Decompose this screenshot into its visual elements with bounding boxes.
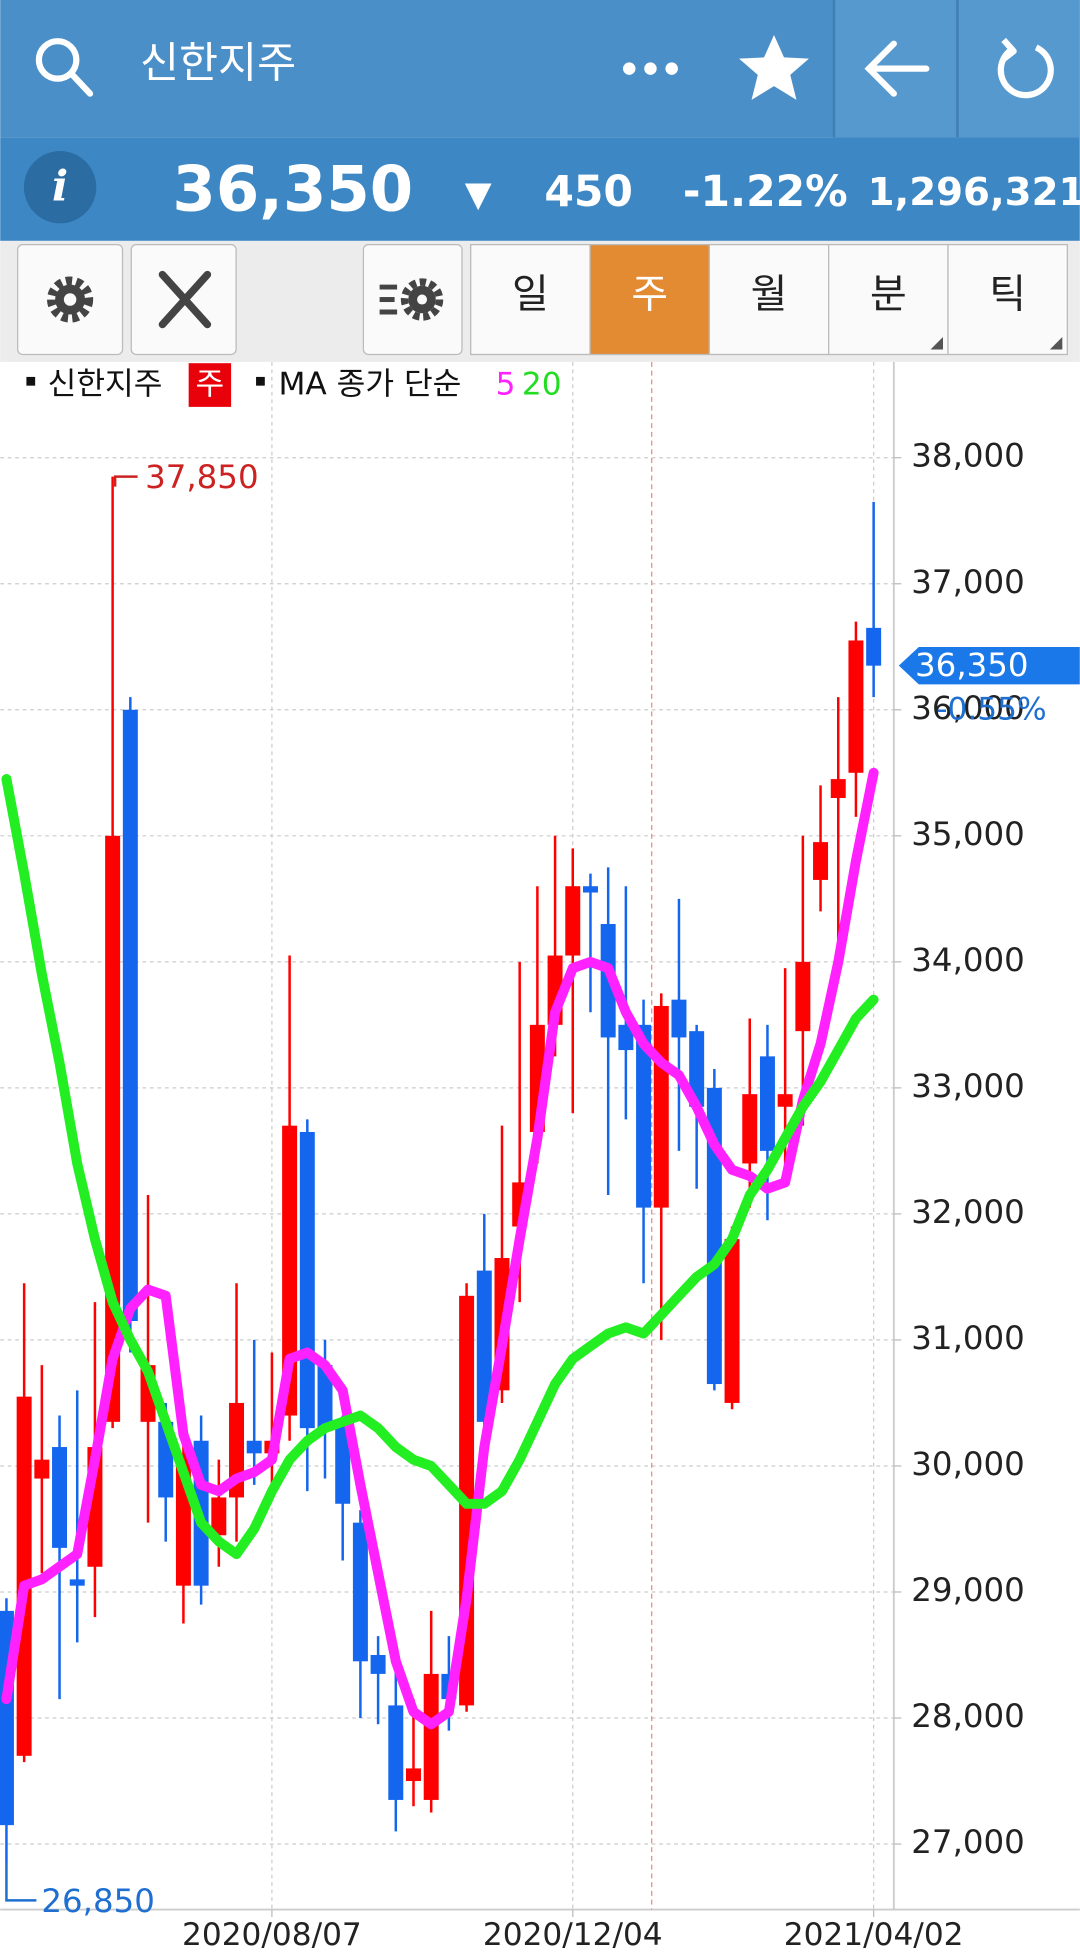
x-tick-label: 2020/12/04 (483, 1917, 663, 1953)
candle-body (866, 627, 882, 666)
y-tick-label: 31,000 (911, 1319, 1025, 1357)
candle-body (759, 1056, 775, 1151)
quote-bar (0, 137, 1080, 241)
y-tick-label: 36,000 (911, 689, 1025, 727)
y-tick-label: 29,000 (911, 1571, 1025, 1609)
candle-body (706, 1087, 722, 1385)
more-button[interactable] (622, 62, 678, 75)
ma-line (1, 774, 879, 1560)
settings-button[interactable] (17, 244, 124, 356)
indicator-button[interactable] (362, 244, 463, 356)
candle-body (52, 1447, 68, 1548)
tab-corner (930, 336, 944, 350)
search-button[interactable] (35, 38, 94, 97)
period-tab-label: 틱 (989, 272, 1026, 318)
candle-body (582, 886, 598, 893)
candle-body (282, 1125, 298, 1416)
last-price-tag (898, 646, 1080, 685)
candle-body (335, 1421, 351, 1504)
y-tick-label: 35,000 (911, 815, 1025, 853)
info-button[interactable] (23, 151, 97, 224)
min-marker (5, 1862, 37, 1902)
max-marker (113, 475, 138, 487)
candle-body (352, 1522, 368, 1662)
candle-body (122, 709, 138, 1322)
y-tick-label: 33,000 (911, 1067, 1025, 1105)
ma-line (1, 767, 879, 1730)
stock-title: 신한지주 (140, 40, 296, 89)
change: 450 (544, 168, 633, 217)
candle-body (16, 1396, 32, 1756)
price: 36,350 (172, 153, 413, 226)
candle-body (653, 1005, 669, 1208)
candle-body (476, 1270, 492, 1422)
period-tab[interactable] (708, 244, 830, 356)
period-tab-label: 월 (751, 272, 788, 318)
candle-body (795, 961, 811, 1032)
x-tick-label: 2020/08/07 (182, 1917, 362, 1953)
chart-area (0, 361, 1080, 1957)
candle-body (813, 842, 829, 880)
change-rate: -1.22% (683, 168, 848, 217)
tab-corner (1049, 336, 1063, 350)
period-tab[interactable] (589, 244, 710, 356)
candle-body (724, 1239, 740, 1403)
last-price-label: 36,350 (915, 646, 1029, 684)
candle-body (388, 1705, 404, 1800)
period-tab-label: 주 (631, 272, 668, 318)
legend-ma5: 5 (496, 367, 516, 403)
refresh-button[interactable] (997, 37, 1054, 99)
candle-body (565, 886, 581, 956)
candle-body (211, 1497, 227, 1536)
x-tick-label: 2021/04/02 (784, 1917, 964, 1953)
candle-body (689, 1031, 705, 1107)
candle-body (34, 1459, 50, 1479)
period-tab[interactable] (947, 244, 1068, 356)
candle-body (742, 1094, 758, 1164)
period-tab[interactable] (470, 244, 591, 356)
svg-text:i: i (52, 162, 68, 212)
y-tick-label: 38,000 (911, 437, 1025, 475)
period-tab-label: 일 (512, 272, 549, 318)
candle-body (69, 1579, 85, 1586)
period-tab[interactable] (828, 244, 949, 356)
y-tick-label: 37,000 (911, 563, 1025, 601)
y-tick-label: 30,000 (911, 1445, 1025, 1483)
legend-name: 신한지주 (48, 367, 163, 403)
candle-body (636, 1024, 652, 1208)
legend-ma20: 20 (522, 367, 562, 403)
period-tab-label: 분 (870, 272, 907, 318)
back-button[interactable] (864, 40, 930, 97)
candle-body (848, 640, 864, 773)
direction: ▼ (465, 175, 492, 215)
candle-body (317, 1365, 333, 1429)
candle-body (671, 999, 687, 1038)
legend-ma: MA 종가 단순 (279, 367, 462, 403)
candle-body (830, 779, 846, 799)
y-tick-label: 27,000 (911, 1823, 1025, 1861)
min-label: 26,850 (41, 1882, 155, 1920)
candle-body (370, 1654, 386, 1674)
legend-period: 주 (196, 367, 225, 403)
candle-body (423, 1673, 439, 1800)
candle-body (406, 1768, 421, 1782)
candle-body (299, 1131, 315, 1429)
y-tick-label: 32,000 (911, 1193, 1025, 1231)
max-label: 37,850 (145, 458, 259, 496)
y-tick-label: 34,000 (911, 941, 1025, 979)
candle-body (246, 1440, 262, 1454)
tools-button[interactable] (130, 244, 237, 356)
candle-body (777, 1094, 793, 1107)
volume: 1,296,321 (868, 170, 1080, 215)
candle-body (618, 1024, 634, 1051)
legend: 신한지주 주 MA 종가 단순 5 20 (26, 363, 562, 407)
y-tick-label: 28,000 (911, 1697, 1025, 1735)
favorite-button[interactable] (739, 34, 809, 100)
last-change-label: -0.55% (936, 692, 1046, 728)
